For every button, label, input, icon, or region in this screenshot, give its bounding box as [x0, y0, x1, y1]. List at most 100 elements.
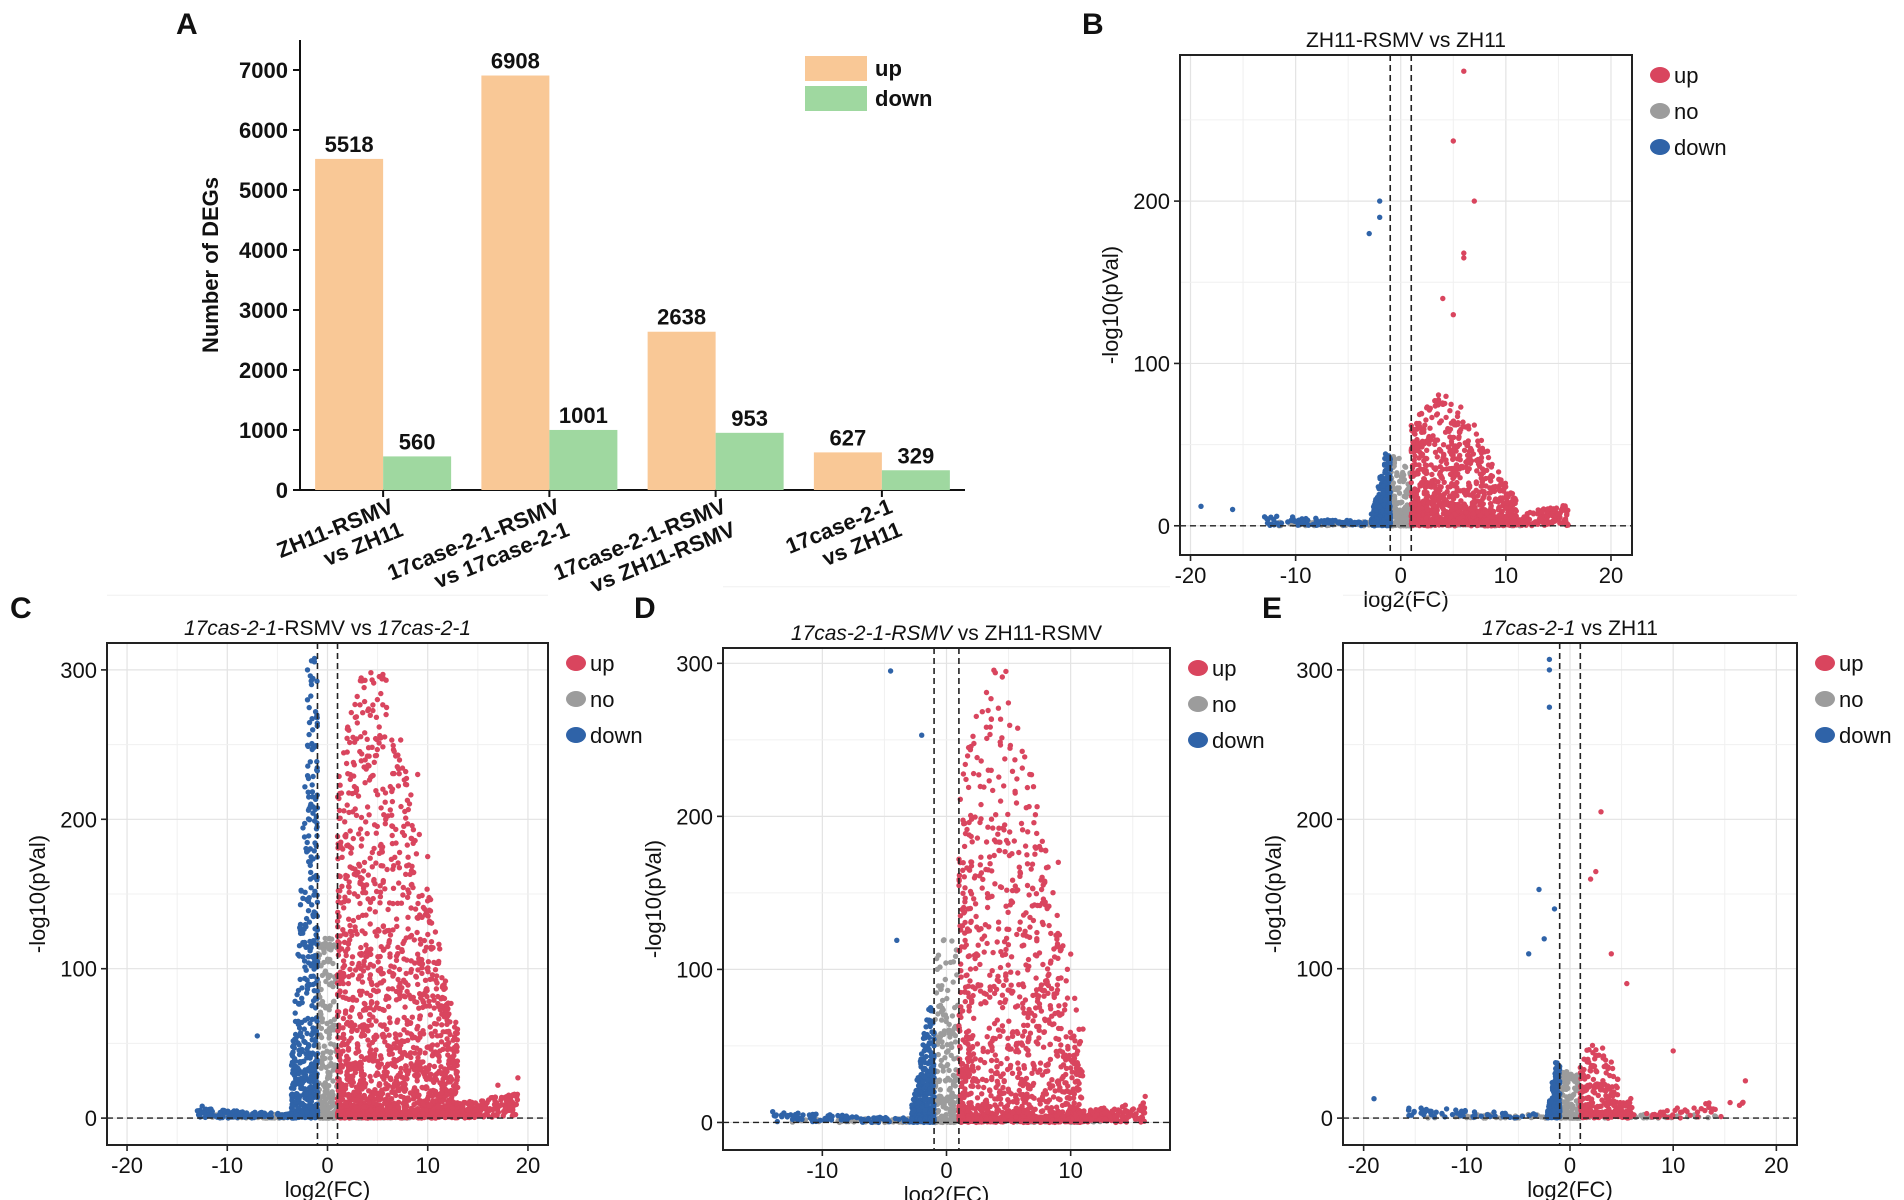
- point-no: [1403, 494, 1409, 500]
- point-up: [338, 900, 344, 906]
- point-up: [1471, 198, 1478, 204]
- point-up: [1434, 411, 1441, 417]
- point-up: [350, 759, 357, 766]
- point-up: [1509, 490, 1516, 497]
- point-down: [1377, 198, 1383, 204]
- point-up: [346, 727, 352, 733]
- point-up: [399, 1038, 405, 1044]
- point-up: [385, 1043, 391, 1049]
- point-up: [374, 736, 380, 743]
- point-up: [414, 1074, 420, 1080]
- point-up: [345, 1045, 352, 1052]
- point-up: [1463, 509, 1469, 516]
- point-up: [359, 836, 365, 842]
- point-up: [1416, 420, 1422, 427]
- point-no: [319, 998, 326, 1005]
- bar-down-3: [715, 432, 784, 490]
- point-up: [1436, 498, 1442, 504]
- point-down: [1300, 517, 1306, 524]
- point-up: [433, 1021, 440, 1027]
- point-up: [383, 1026, 390, 1033]
- point-up: [1429, 471, 1435, 478]
- point-up: [384, 866, 390, 873]
- point-up: [1445, 444, 1452, 450]
- point-up: [358, 1053, 365, 1060]
- point-up: [1452, 443, 1459, 449]
- point-up: [1453, 481, 1459, 487]
- bar-up-1: [315, 158, 384, 491]
- point-up: [372, 909, 378, 915]
- point-up: [430, 945, 436, 951]
- point-up: [1449, 434, 1455, 441]
- point-up: [1421, 458, 1427, 464]
- point-up: [358, 950, 365, 957]
- point-up: [369, 849, 375, 856]
- point-up: [342, 931, 348, 937]
- point-up: [1491, 508, 1497, 515]
- point-up: [359, 882, 366, 888]
- point-up: [417, 941, 424, 947]
- point-up: [354, 720, 360, 726]
- point-up: [383, 711, 389, 718]
- point-no: [1396, 521, 1403, 527]
- point-up: [374, 746, 380, 753]
- point-up: [413, 974, 420, 980]
- point-up: [401, 956, 407, 962]
- point-up: [396, 757, 403, 763]
- point-no: [326, 946, 332, 952]
- point-up: [380, 877, 386, 884]
- point-up: [380, 744, 386, 750]
- point-up: [377, 1053, 384, 1059]
- point-up: [386, 1032, 392, 1038]
- point-up: [406, 801, 413, 807]
- point-up: [363, 1007, 369, 1013]
- point-no: [1396, 485, 1402, 491]
- point-no: [1396, 455, 1402, 462]
- point-up: [1408, 479, 1415, 486]
- y-tick-label: 7000: [239, 58, 288, 83]
- point-up: [370, 702, 376, 708]
- point-no: [328, 982, 335, 988]
- point-up: [362, 1081, 369, 1087]
- plot-frame: [1179, 54, 1633, 556]
- y-tick-label: 5000: [239, 178, 288, 203]
- point-up: [376, 724, 382, 730]
- point-up: [431, 1088, 438, 1094]
- point-up: [1472, 504, 1478, 511]
- panel-label-a: A: [176, 8, 198, 41]
- point-up: [405, 926, 411, 932]
- point-up: [449, 1105, 456, 1111]
- point-no: [319, 1016, 325, 1022]
- point-up: [358, 843, 364, 849]
- point-up: [1424, 405, 1430, 411]
- point-up: [1483, 483, 1489, 489]
- point-up: [1420, 466, 1427, 473]
- point-no: [322, 968, 329, 974]
- point-up: [369, 744, 375, 750]
- point-no: [328, 1041, 334, 1047]
- point-down: [1274, 513, 1280, 519]
- point-up: [1470, 511, 1477, 517]
- point-up: [437, 946, 443, 952]
- bar-value-label-down: 560: [399, 429, 436, 454]
- point-up: [1477, 447, 1483, 453]
- legend-marker-down: [1650, 139, 1670, 155]
- point-up: [1560, 503, 1566, 509]
- point-up: [1440, 495, 1447, 501]
- point-no: [1406, 485, 1412, 491]
- point-up: [428, 939, 435, 945]
- point-up: [404, 1030, 411, 1036]
- point-up: [341, 750, 347, 756]
- point-up: [351, 783, 358, 790]
- point-down: [1385, 486, 1391, 492]
- point-up: [399, 1086, 405, 1092]
- point-up: [1443, 393, 1449, 399]
- point-up: [415, 900, 421, 907]
- point-up: [440, 995, 447, 1001]
- point-up: [398, 737, 404, 743]
- point-up: [342, 833, 348, 839]
- point-up: [348, 1007, 355, 1013]
- point-up: [356, 988, 363, 994]
- point-up: [1432, 398, 1438, 404]
